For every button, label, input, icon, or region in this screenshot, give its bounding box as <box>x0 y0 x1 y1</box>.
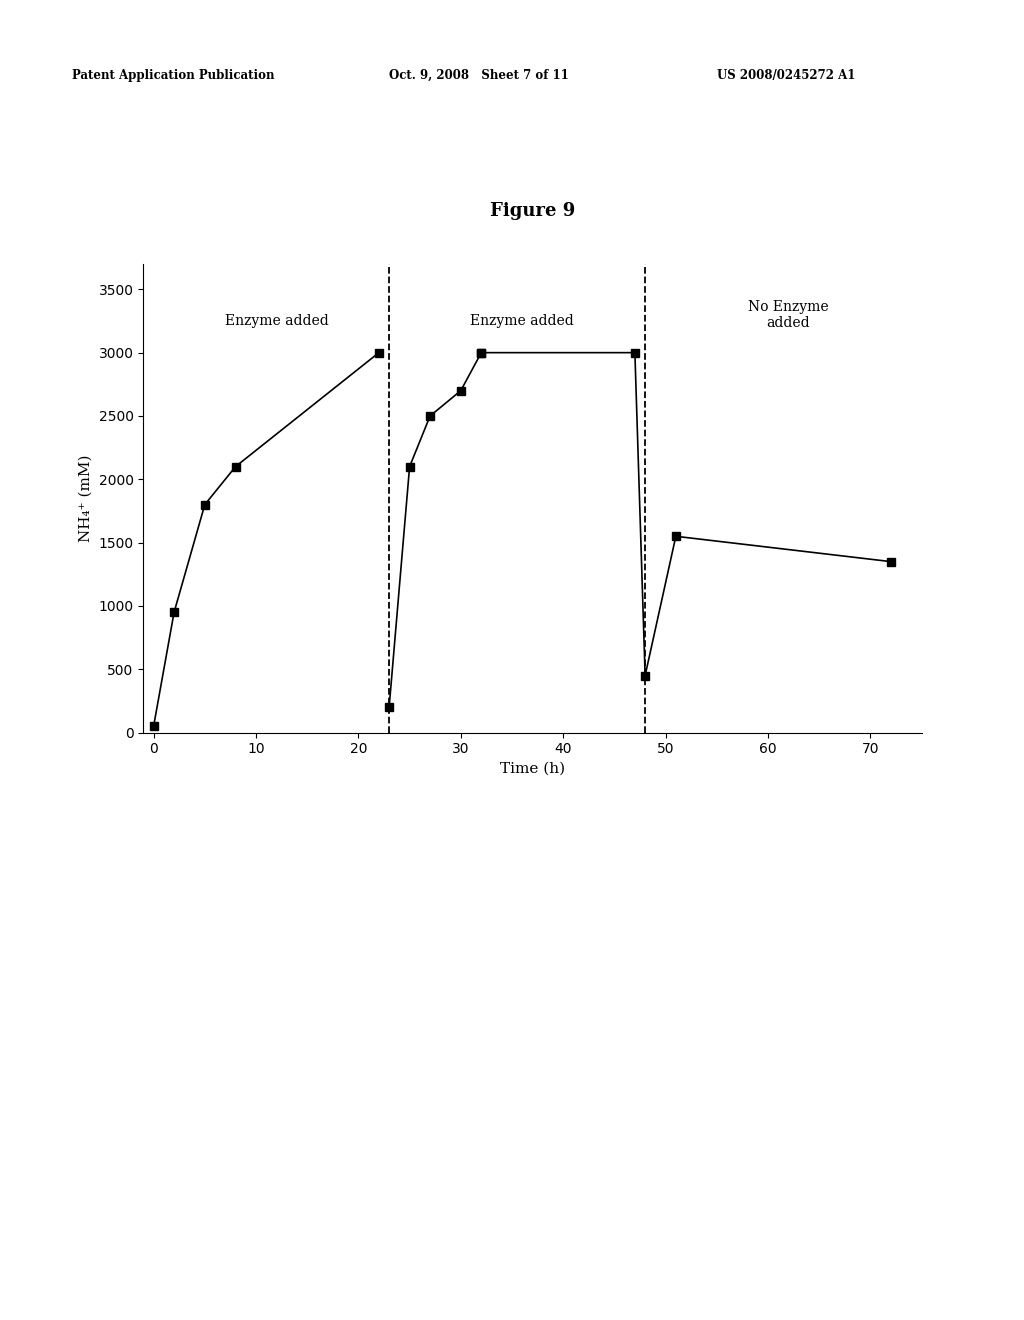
Text: Enzyme added: Enzyme added <box>470 314 574 327</box>
X-axis label: Time (h): Time (h) <box>500 762 565 776</box>
Text: Enzyme added: Enzyme added <box>224 314 329 327</box>
Text: Patent Application Publication: Patent Application Publication <box>72 69 274 82</box>
Text: US 2008/0245272 A1: US 2008/0245272 A1 <box>717 69 855 82</box>
Text: Figure 9: Figure 9 <box>489 202 575 220</box>
Y-axis label: NH₄⁺ (mM): NH₄⁺ (mM) <box>79 454 93 543</box>
Text: Oct. 9, 2008   Sheet 7 of 11: Oct. 9, 2008 Sheet 7 of 11 <box>389 69 569 82</box>
Text: No Enzyme
added: No Enzyme added <box>749 300 828 330</box>
